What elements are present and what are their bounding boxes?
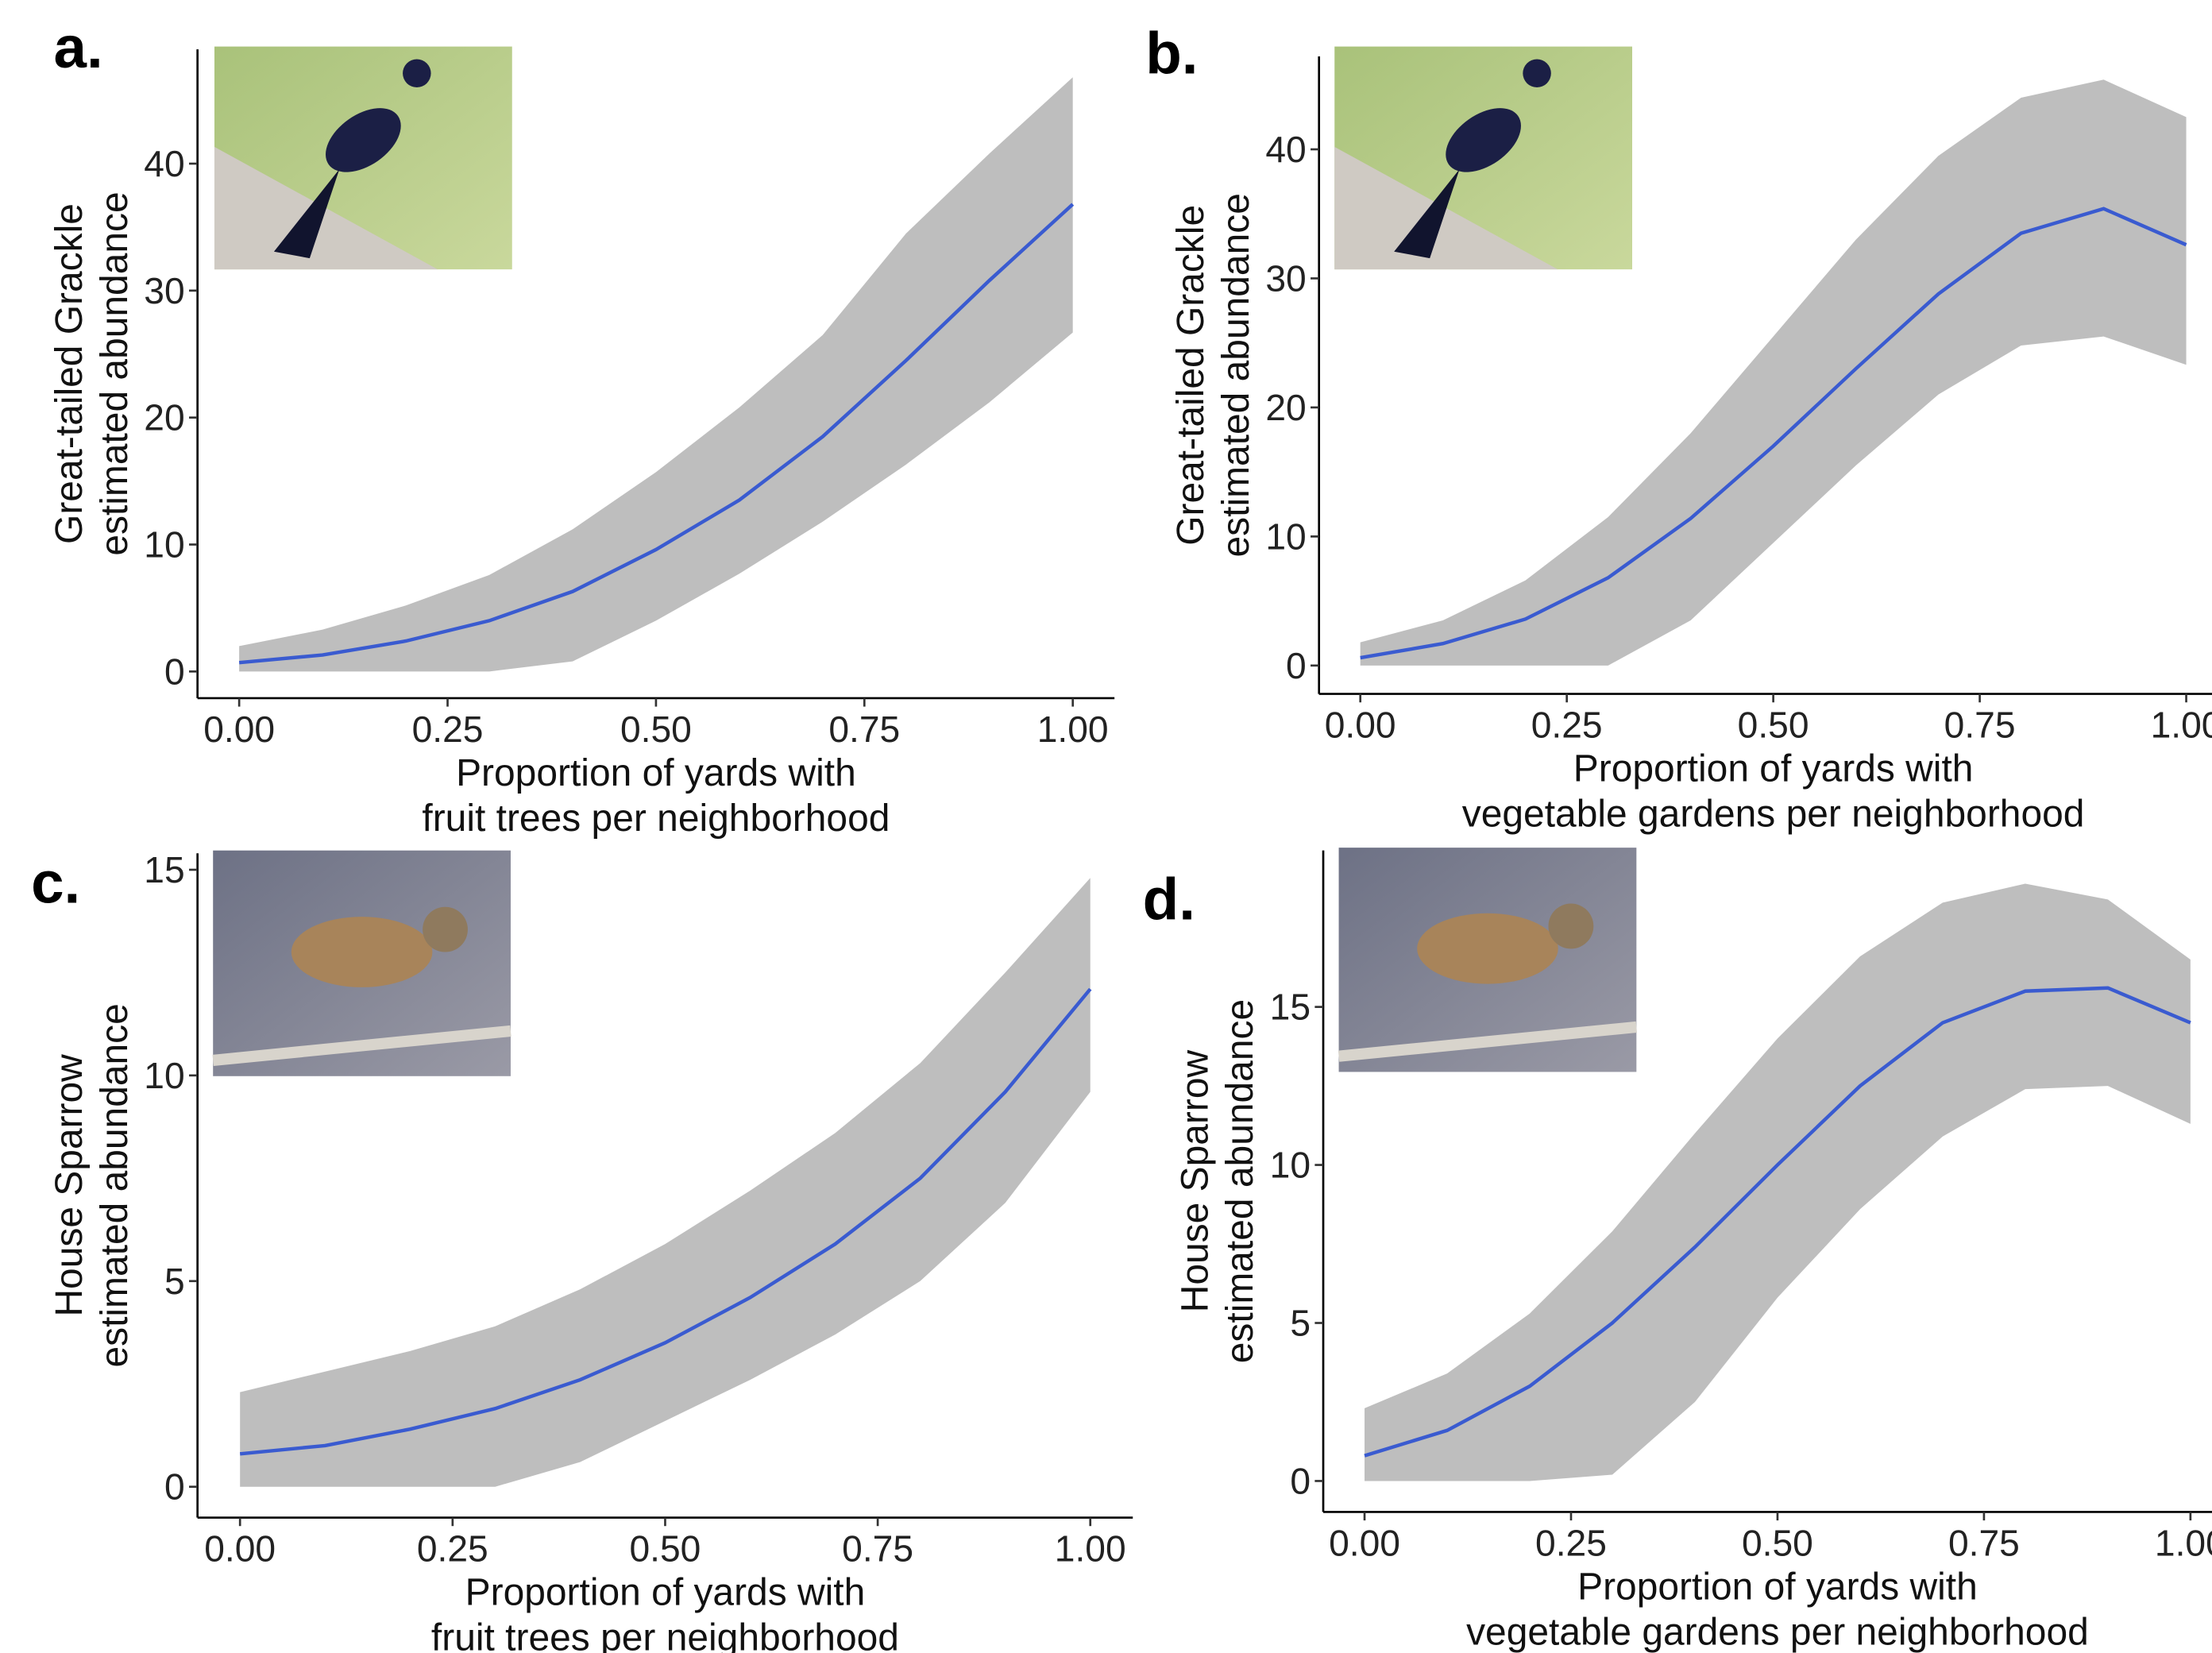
y-axis-title: estimated abundance [94,191,136,555]
y-tick-label: 20 [1265,387,1306,428]
y-tick-label: 5 [1290,1302,1311,1343]
panel-label: b. [1145,19,1198,86]
y-tick-label: 30 [144,270,184,311]
fitted-line [239,987,1092,1456]
confidence-band [1360,79,2187,666]
photo-branch [1338,1021,1638,1062]
x-tick-label: 0.75 [828,709,900,750]
x-tick-label: 0.00 [204,1528,276,1570]
bird-body [291,917,433,987]
x-axis-title: fruit trees per neighborhood [431,1616,899,1653]
y-tick-label: 40 [1265,129,1306,170]
bird-tail [273,168,340,259]
fitted-line [1364,986,2191,1458]
panel-label: c. [31,848,80,915]
bird-head [1548,903,1594,949]
x-tick-label: 1.00 [2155,1522,2212,1563]
fitted-line [238,203,1075,665]
y-axis-title: House Sparrow [48,1054,91,1317]
x-tick-label: 1.00 [2151,705,2212,746]
x-tick-label: 1.00 [1037,709,1109,750]
x-axis-title: vegetable gardens per neighborhood [1466,1611,2089,1653]
panel-label: d. [1143,866,1195,933]
x-tick-label: 0.00 [1325,705,1396,746]
x-tick-label: 0.50 [620,709,692,750]
bird-head [423,906,468,952]
y-tick-label: 10 [144,524,184,566]
y-tick-label: 5 [164,1261,185,1302]
x-axis-title: Proportion of yards with [1577,1566,1978,1609]
bird-body [1417,913,1558,984]
bird-photo [214,46,512,270]
x-tick-label: 0.50 [630,1528,701,1570]
y-tick-label: 0 [164,1466,185,1508]
x-tick-label: 0.75 [1948,1522,2020,1563]
panel-label: a. [53,14,102,80]
bird-head [1523,59,1551,88]
x-axis-title: fruit trees per neighborhood [422,798,890,840]
confidence-band [239,77,1073,672]
x-tick-label: 0.00 [1329,1522,1400,1563]
bird-body [326,108,401,172]
y-tick-label: 15 [1270,987,1311,1028]
x-axis-title: Proportion of yards with [1573,748,1974,790]
y-axis-title: estimated abundance [1219,999,1261,1363]
x-axis-title: Proportion of yards with [456,752,856,794]
x-axis-title: vegetable gardens per neighborhood [1462,794,2085,836]
y-axis-title: Great-tailed Grackle [1170,205,1212,546]
y-tick-label: 30 [1265,257,1306,299]
bird-photo [1338,848,1638,1072]
y-tick-label: 0 [1286,645,1307,686]
bird-head [403,59,431,88]
bird-photo [1334,46,1633,270]
y-axis-title: House Sparrow [1174,1050,1216,1313]
confidence-band [240,878,1091,1487]
bird-body [1446,108,1521,172]
x-tick-label: 0.25 [1531,705,1603,746]
x-tick-label: 0.25 [1535,1522,1607,1563]
y-tick-label: 40 [144,143,184,184]
bird-tail [1394,168,1460,259]
x-tick-label: 0.00 [203,709,275,750]
confidence-band [1365,883,2191,1481]
y-tick-label: 20 [144,397,184,438]
y-axis-title: estimated abundance [1215,193,1257,557]
y-tick-label: 0 [164,651,185,692]
bird-photo [212,850,512,1076]
fitted-line [1360,207,2187,660]
x-tick-label: 0.75 [842,1528,913,1570]
x-tick-label: 1.00 [1055,1528,1126,1570]
y-tick-label: 0 [1290,1460,1311,1501]
x-tick-label: 0.25 [417,1528,488,1570]
y-tick-label: 10 [1270,1145,1311,1186]
x-axis-title: Proportion of yards with [465,1572,866,1614]
y-axis-title: estimated abundance [94,1003,136,1367]
y-tick-label: 10 [1265,516,1306,557]
y-tick-label: 10 [144,1055,184,1096]
y-axis-title: Great-tailed Grackle [48,203,91,544]
x-tick-label: 0.50 [1738,705,1809,746]
x-tick-label: 0.75 [1944,705,2016,746]
photo-branch [212,1025,512,1066]
x-tick-label: 0.25 [412,709,484,750]
x-tick-label: 0.50 [1742,1522,1813,1563]
y-tick-label: 15 [144,849,184,890]
